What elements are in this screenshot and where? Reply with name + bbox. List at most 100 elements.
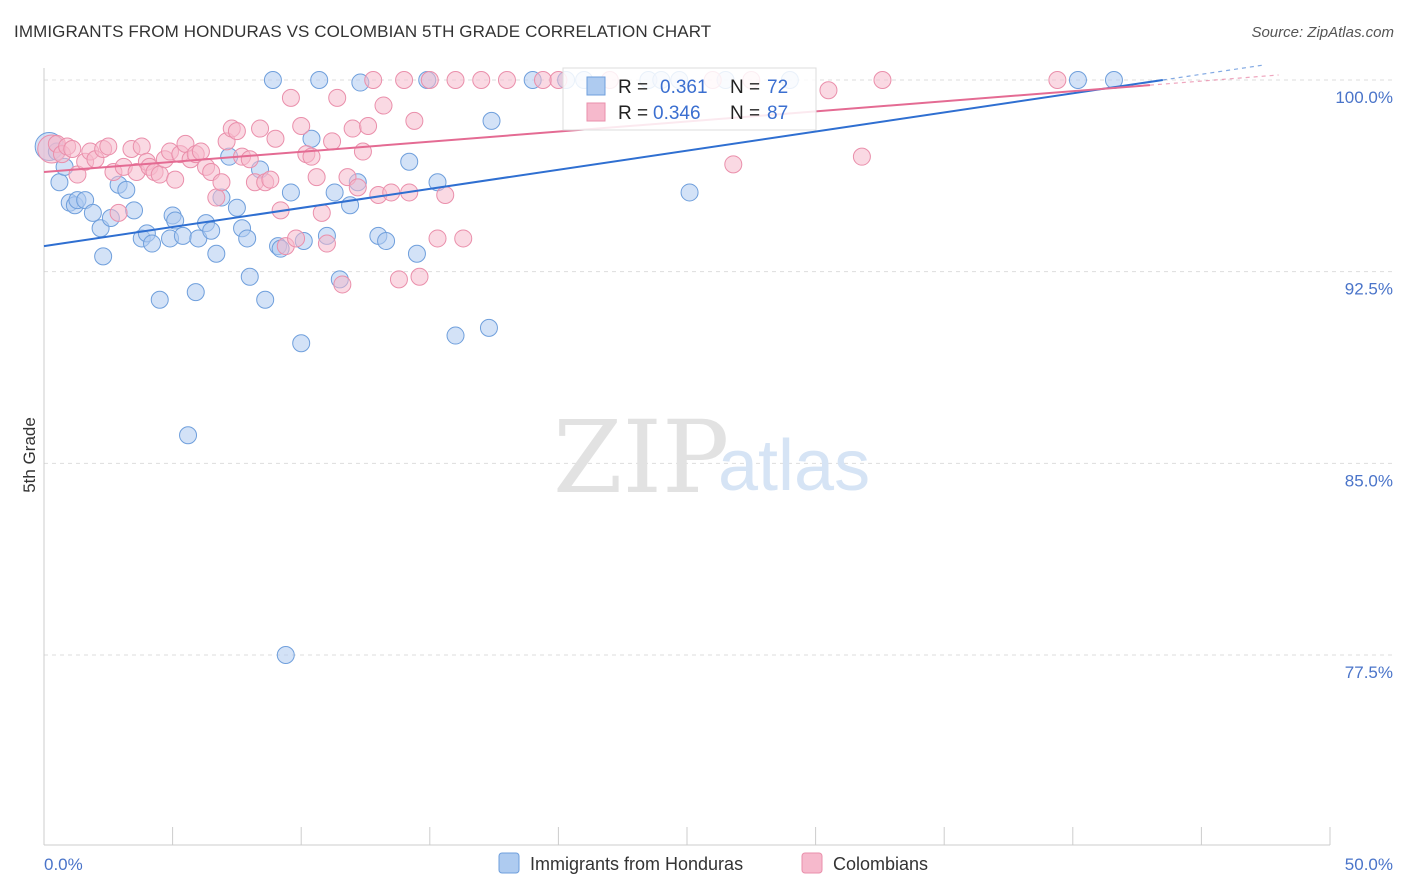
colombian-trend-extension (1149, 74, 1279, 86)
colombian-point (852, 147, 871, 166)
honduras-point (238, 229, 257, 248)
colombian-point (323, 132, 342, 151)
legend-label-honduras: Immigrants from Honduras (530, 854, 743, 874)
colombian-point (261, 170, 280, 189)
honduras-point (173, 226, 192, 245)
x-tick-label-min: 0.0% (44, 855, 83, 874)
colombian-point (873, 71, 892, 89)
colombian-point (317, 234, 336, 253)
x-tick-label-max: 50.0% (1345, 855, 1393, 874)
honduras-point (276, 646, 295, 664)
chart-source: Source: ZipAtlas.com (1251, 24, 1394, 41)
stats-pink-swatch (586, 102, 606, 122)
honduras-point (479, 318, 498, 337)
honduras-point (125, 201, 144, 220)
honduras-point (202, 221, 221, 240)
honduras-point (186, 283, 205, 302)
colombian-point (281, 88, 300, 107)
y-tick-label: 92.5% (1345, 280, 1393, 299)
colombian-point (382, 183, 401, 202)
colombian-point (724, 155, 743, 174)
honduras-point (325, 183, 344, 202)
colombian-point (389, 270, 408, 289)
colombian-point (307, 168, 326, 187)
honduras-point (281, 183, 300, 202)
colombian-point (472, 71, 491, 89)
legend-swatch-honduras (498, 852, 520, 874)
watermark: ZIP atlas (553, 399, 870, 516)
y-tick-labels: 100.0% 92.5% 85.0% 77.5% (1335, 88, 1393, 682)
colombian-point (420, 71, 439, 89)
honduras-point (256, 290, 275, 309)
honduras-point (407, 244, 426, 263)
colombian-point (227, 122, 246, 141)
colombian-point (1048, 71, 1067, 89)
colombian-point (359, 117, 378, 135)
colombian-point (364, 71, 383, 89)
honduras-point (1068, 71, 1087, 89)
colombian-point (819, 81, 838, 100)
honduras-point (83, 203, 102, 222)
colombian-point (312, 203, 331, 222)
y-tick-label: 85.0% (1345, 471, 1393, 490)
colombian-point (533, 71, 552, 89)
stats-box: R = 0.361 N = 72 R = 0.346 N = 87 (562, 67, 817, 131)
colombian-point (207, 188, 226, 207)
honduras-point (207, 244, 226, 263)
honduras-point (227, 198, 246, 217)
legend: Immigrants from Honduras Colombians (498, 852, 928, 874)
honduras-point (446, 326, 465, 345)
colombian-point (446, 71, 465, 89)
honduras-point (680, 183, 699, 202)
legend-label-colombians: Colombians (833, 854, 928, 874)
colombian-point (395, 71, 414, 89)
colombian-point (292, 117, 311, 135)
stats-pink-r-label: R = (618, 103, 648, 124)
colombian-point (343, 119, 362, 138)
stats-blue-n-label: N = (730, 77, 760, 98)
honduras-trend-line (43, 79, 1163, 248)
colombian-points (37, 71, 1067, 294)
colombian-point (150, 165, 169, 184)
colombian-point (454, 229, 473, 248)
honduras-point (50, 173, 69, 192)
honduras-point (263, 71, 282, 89)
colombian-point (287, 229, 306, 248)
stats-blue-swatch (586, 76, 606, 96)
honduras-point (482, 111, 501, 130)
stats-blue-n-value: 72 (767, 77, 788, 98)
stats-pink-r-value: 0.346 (653, 103, 701, 124)
honduras-point (143, 234, 162, 253)
y-tick-label: 77.5% (1345, 663, 1393, 682)
colombian-point (374, 96, 393, 115)
honduras-point (292, 334, 311, 353)
stats-blue-r-value: 0.361 (660, 77, 708, 98)
axes (43, 68, 1331, 846)
honduras-point (310, 71, 329, 89)
colombian-point (348, 178, 367, 197)
stats-pink-n-label: N = (730, 103, 760, 124)
legend-swatch-colombians (801, 852, 823, 874)
chart-title: IMMIGRANTS FROM HONDURAS VS COLOMBIAN 5T… (14, 22, 712, 41)
honduras-trend-extension (1162, 64, 1266, 81)
watermark-atlas: atlas (718, 426, 870, 506)
stats-blue-r-label: R = (618, 77, 648, 98)
stats-pink-n-value: 87 (767, 103, 788, 124)
colombian-point (266, 129, 285, 148)
colombian-point (436, 186, 455, 204)
colombian-point (99, 137, 118, 156)
honduras-point (117, 180, 136, 199)
colombian-point (251, 119, 270, 138)
honduras-point (166, 211, 185, 230)
honduras-point (179, 426, 198, 445)
colombian-point (166, 170, 185, 189)
colombian-point (405, 111, 424, 130)
honduras-point (150, 290, 169, 309)
watermark-zip: ZIP (553, 399, 729, 516)
colombian-point (240, 150, 259, 169)
y-tick-label: 100.0% (1335, 88, 1393, 107)
honduras-point (94, 247, 113, 266)
colombian-point (428, 229, 447, 248)
colombian-point (333, 275, 352, 294)
